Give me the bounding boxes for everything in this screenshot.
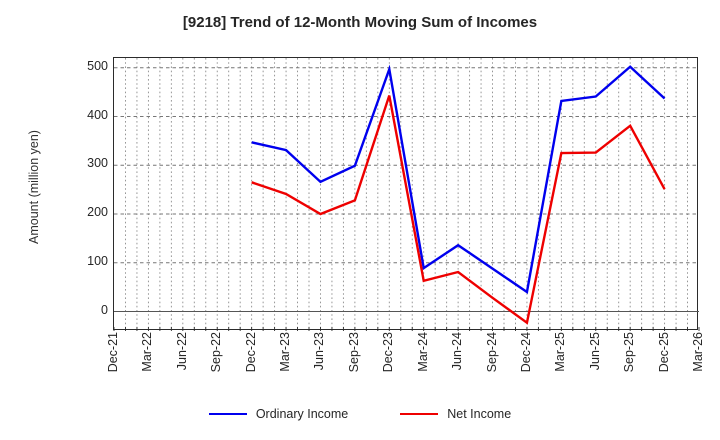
x-tick-label: Mar-25 <box>553 332 568 372</box>
y-axis-label: Amount (million yen) <box>27 130 41 244</box>
legend-label: Net Income <box>447 407 512 421</box>
plot-svg <box>113 58 700 331</box>
x-tick-label: Jun-23 <box>312 332 327 371</box>
x-tick-label: Jun-24 <box>450 332 465 371</box>
x-tick-label: Dec-22 <box>243 332 258 373</box>
x-tick-label: Dec-24 <box>518 332 533 373</box>
series-line-0 <box>251 64 666 295</box>
x-tick-label: Jun-22 <box>174 332 189 371</box>
x-tick-label: Mar-23 <box>278 332 293 372</box>
chart-title: [9218] Trend of 12-Month Moving Sum of I… <box>182 14 538 31</box>
x-tick-label: Jun-25 <box>587 332 602 371</box>
chart-legend: Ordinary Income Net Income <box>0 402 720 426</box>
y-tick-label: 400 <box>87 107 108 122</box>
y-tick-label: 300 <box>87 156 108 171</box>
legend-label: Ordinary Income <box>255 407 349 421</box>
y-tick-label: 0 <box>101 302 108 317</box>
y-axis-tick-labels: 0 100 200 300 400 500 <box>60 57 108 330</box>
x-tick-label: Dec-21 <box>106 332 120 373</box>
x-tick-label: Sep-23 <box>346 332 361 373</box>
y-tick-label: 200 <box>87 205 108 219</box>
series-line-1 <box>251 95 666 325</box>
legend-swatch-line-icon <box>400 413 439 415</box>
legend-item-1[interactable]: Net Income <box>400 407 511 421</box>
x-tick-label: Mar-24 <box>415 332 430 372</box>
x-tick-label: Dec-23 <box>381 332 396 373</box>
legend-swatch-line-icon <box>208 413 247 415</box>
plot-area <box>113 57 700 331</box>
x-tick-label: Sep-24 <box>484 332 499 373</box>
x-tick-label: Mar-26 <box>691 332 705 372</box>
y-tick-label: 100 <box>87 253 108 268</box>
x-tick-label: Sep-25 <box>622 332 637 373</box>
y-tick-label: 500 <box>87 58 108 73</box>
legend-item-0[interactable]: Ordinary Income <box>208 407 349 421</box>
x-tick-label: Sep-22 <box>209 332 224 373</box>
x-tick-label: Mar-22 <box>140 332 155 372</box>
x-tick-label: Dec-25 <box>656 332 671 373</box>
